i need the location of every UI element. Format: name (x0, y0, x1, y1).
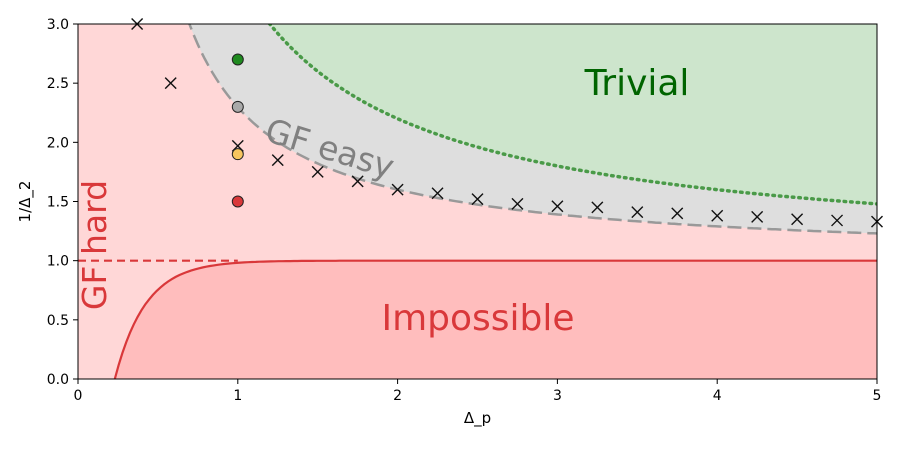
data-point (231, 148, 244, 161)
cross-marker (631, 206, 644, 219)
y-tick-label: 0.5 (47, 313, 69, 329)
y-axis-label: 1/Δ_2 (16, 181, 35, 223)
x-tick-label: 0 (74, 388, 83, 404)
cross-marker (311, 165, 324, 178)
gf-easy-boundary (188, 24, 877, 235)
x-tick-label: 3 (553, 388, 562, 404)
y-tick-label: 3.0 (47, 17, 69, 33)
data-point (231, 53, 244, 66)
cross-marker (391, 183, 404, 196)
x-tick-label: 2 (393, 388, 402, 404)
trivial-boundary (267, 24, 877, 206)
y-tick-label: 2.0 (47, 135, 69, 151)
data-point (231, 195, 244, 208)
cross-marker (431, 187, 444, 200)
cross-marker (511, 197, 524, 210)
x-tick-label: 1 (233, 388, 242, 404)
cross-marker (471, 193, 484, 206)
cross-marker (271, 154, 284, 167)
impossible-label: Impossible (381, 298, 574, 339)
y-tick-label: 1.5 (47, 195, 69, 211)
cross-marker (164, 77, 177, 90)
cross-marker (551, 200, 564, 213)
cross-marker (831, 214, 844, 227)
trivial-label: Trivial (584, 63, 690, 104)
cross-marker (591, 201, 604, 214)
gf-hard-label: GF hard (75, 180, 114, 310)
x-axis-label: Δ_p (464, 409, 491, 428)
y-tick-label: 1.0 (47, 254, 69, 270)
y-tick-label: 2.5 (47, 76, 69, 92)
cross-marker (791, 213, 804, 226)
x-tick-label: 4 (713, 388, 722, 404)
y-tick-label: 0.0 (47, 372, 69, 388)
axes: 0 1 2 3 4 5 0.0 0.5 1.0 1.5 2.0 2.5 3.0 (47, 17, 882, 404)
cross-marker (711, 209, 724, 222)
impossible-region (114, 260, 877, 379)
cross-marker (351, 175, 364, 188)
cross-marker (671, 207, 684, 220)
cross-marker (751, 210, 764, 223)
x-tick-label: 5 (873, 388, 882, 404)
impossible-boundary (113, 259, 877, 379)
trivial-region (269, 24, 877, 204)
data-point (231, 100, 244, 113)
